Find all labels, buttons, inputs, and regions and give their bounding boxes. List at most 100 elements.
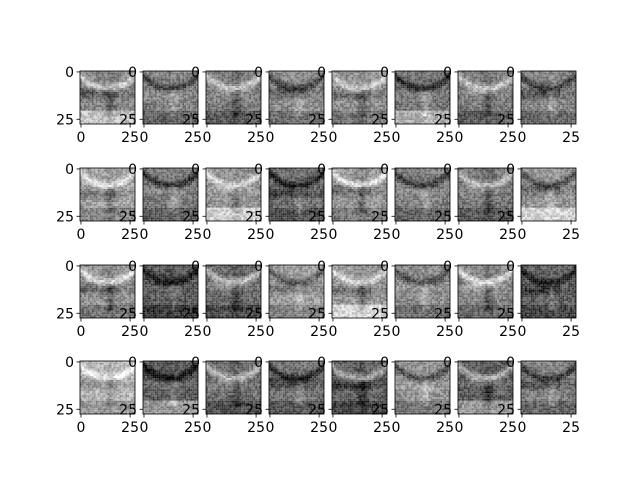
heatmap-cell bbox=[438, 95, 441, 98]
heatmap-cell bbox=[363, 114, 366, 117]
heatmap-cell bbox=[278, 86, 281, 89]
heatmap-cell bbox=[341, 105, 344, 108]
heatmap-cell bbox=[125, 93, 128, 96]
heatmap-cell bbox=[190, 82, 193, 85]
heatmap-cell bbox=[467, 78, 470, 81]
heatmap-cell bbox=[129, 86, 132, 89]
heatmap-cell bbox=[357, 105, 360, 108]
heatmap-cell bbox=[355, 78, 358, 81]
heatmap-cell bbox=[148, 106, 151, 109]
heatmap-cell bbox=[424, 108, 427, 111]
heatmap-cell bbox=[207, 71, 210, 73]
heatmap-cell bbox=[156, 95, 159, 98]
heatmap-cell bbox=[375, 114, 378, 117]
heatmap-cell bbox=[127, 103, 130, 106]
heatmap-cell bbox=[274, 71, 277, 73]
heatmap-cell bbox=[369, 89, 372, 92]
heatmap-cell bbox=[290, 106, 293, 109]
heatmap-cell bbox=[300, 118, 303, 121]
heatmap-cell bbox=[302, 93, 305, 96]
heatmap-cell bbox=[367, 74, 370, 77]
heatmap-cell bbox=[182, 101, 185, 104]
heatmap-cell bbox=[383, 114, 386, 117]
heatmap-cell bbox=[253, 105, 256, 108]
heatmap-cell bbox=[398, 88, 401, 90]
heatmap-cell bbox=[410, 103, 413, 106]
heatmap-cell bbox=[207, 103, 210, 106]
heatmap-cell bbox=[302, 88, 305, 90]
heatmap-cell bbox=[288, 97, 291, 100]
heatmap-cell bbox=[217, 74, 220, 77]
heatmap-cell bbox=[105, 89, 108, 92]
heatmap-cell bbox=[109, 118, 112, 121]
heatmap-cell bbox=[355, 82, 358, 85]
heatmap-cell bbox=[152, 74, 155, 77]
heatmap-cell bbox=[174, 114, 177, 117]
heatmap-cell bbox=[270, 110, 273, 113]
heatmap-cell bbox=[400, 82, 403, 85]
heatmap-cell bbox=[217, 84, 220, 87]
heatmap-cell bbox=[213, 99, 216, 102]
heatmap-cell bbox=[91, 118, 94, 121]
heatmap-cell bbox=[308, 122, 311, 125]
heatmap-cell bbox=[211, 91, 214, 94]
heatmap-cell bbox=[247, 105, 250, 108]
heatmap-cell bbox=[237, 93, 240, 96]
heatmap-cell bbox=[420, 112, 423, 115]
heatmap-cell bbox=[129, 116, 132, 119]
heatmap-cell bbox=[269, 110, 272, 113]
heatmap-cell bbox=[406, 97, 409, 100]
heatmap-cell bbox=[111, 82, 114, 85]
heatmap-cell bbox=[148, 95, 151, 98]
heatmap-cell bbox=[371, 88, 374, 90]
heatmap-cell bbox=[80, 78, 83, 81]
heatmap-cell bbox=[444, 78, 447, 81]
heatmap-cell bbox=[434, 106, 437, 109]
heatmap-cell bbox=[121, 71, 124, 73]
heatmap-cell bbox=[113, 120, 116, 123]
heatmap-cell bbox=[365, 110, 368, 113]
heatmap-cell bbox=[186, 112, 189, 115]
heatmap-cell bbox=[150, 114, 153, 117]
heatmap-cell bbox=[211, 95, 214, 98]
heatmap-cell bbox=[373, 116, 376, 119]
heatmap-cell bbox=[125, 103, 128, 106]
heatmap-cell bbox=[115, 112, 118, 115]
heatmap-cell bbox=[322, 74, 325, 77]
heatmap-cell bbox=[396, 74, 399, 77]
heatmap-cell bbox=[251, 116, 254, 119]
heatmap-cell bbox=[103, 112, 106, 115]
heatmap-cell bbox=[186, 116, 189, 119]
heatmap-cell bbox=[233, 105, 236, 108]
heatmap-cell bbox=[227, 108, 230, 111]
heatmap-cell bbox=[383, 110, 386, 113]
heatmap-cell bbox=[81, 108, 84, 111]
heatmap-cell bbox=[402, 97, 405, 100]
heatmap-cell bbox=[272, 122, 275, 125]
heatmap-cell bbox=[383, 88, 386, 90]
heatmap-cell bbox=[113, 101, 116, 104]
heatmap-cell bbox=[298, 106, 301, 109]
heatmap-cell bbox=[213, 86, 216, 89]
heatmap-cell bbox=[117, 91, 120, 94]
heatmap-cell bbox=[416, 93, 419, 96]
heatmap-cell bbox=[400, 88, 403, 90]
heatmap-cell bbox=[406, 99, 409, 102]
heatmap-cell bbox=[184, 72, 187, 75]
heatmap-cell bbox=[93, 86, 96, 89]
heatmap-cell bbox=[316, 86, 319, 89]
heatmap-cell bbox=[438, 80, 441, 83]
heatmap-cell bbox=[211, 116, 214, 119]
heatmap-cell bbox=[320, 99, 323, 102]
heatmap-cell bbox=[192, 118, 195, 121]
heatmap-cell bbox=[172, 91, 175, 94]
heatmap-cell bbox=[143, 76, 146, 79]
heatmap-cell bbox=[188, 97, 191, 100]
heatmap-cell bbox=[274, 116, 277, 119]
heatmap-cell bbox=[97, 97, 100, 100]
heatmap-cell bbox=[369, 71, 372, 73]
heatmap-cell bbox=[379, 71, 382, 73]
heatmap-cell bbox=[241, 91, 244, 94]
heatmap-cell bbox=[312, 82, 315, 85]
heatmap-cell bbox=[160, 71, 163, 73]
